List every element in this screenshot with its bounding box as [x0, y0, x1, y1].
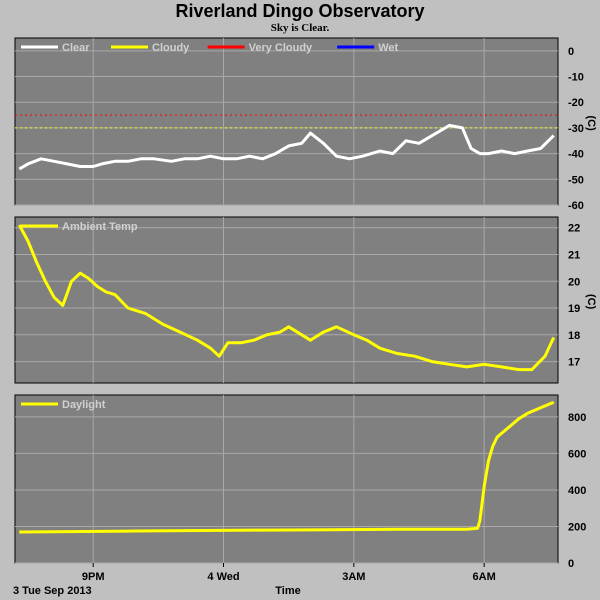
x-tick-label: 4 Wed — [207, 571, 239, 583]
y-tick-label: 0 — [568, 46, 574, 58]
legend-label: Clear — [62, 42, 90, 54]
y-tick-label: 17 — [568, 357, 580, 369]
y-tick-label: 22 — [568, 223, 580, 235]
panel-2: 22 21 20 19 18 17 (C) Ambient Temp — [14, 216, 597, 384]
plot-area — [14, 216, 559, 384]
y-tick-label: -50 — [568, 174, 584, 186]
panel-3: 800 600 400 200 0 Daylight — [14, 394, 586, 570]
y-tick-label: 600 — [568, 448, 586, 460]
x-tick-label: 3AM — [342, 571, 365, 583]
legend-label: Cloudy — [152, 42, 190, 54]
legend-label: Daylight — [62, 399, 106, 411]
y-tick-label: 200 — [568, 521, 586, 533]
y-tick-label: 800 — [568, 412, 586, 424]
y-axis-unit: (C) — [585, 116, 597, 132]
plot-area — [14, 394, 559, 564]
x-axis-date: 3 Tue Sep 2013 — [13, 585, 92, 597]
chart-title: Riverland Dingo Observatory — [175, 1, 425, 21]
chart-subtitle: Sky is Clear. — [270, 22, 330, 34]
y-tick-label: -20 — [568, 97, 584, 109]
legend-label: Wet — [378, 42, 398, 54]
y-axis-unit: (C) — [585, 294, 597, 310]
y-tick-label: 400 — [568, 485, 586, 497]
series-line — [19, 400, 555, 534]
plot-area — [14, 37, 559, 206]
series-line — [17, 224, 556, 372]
y-tick-label: 20 — [568, 276, 580, 288]
x-axis-label: Time — [275, 585, 300, 597]
series-line — [18, 123, 555, 171]
panel-1: 0 -10 -20 -30 -40 -50 -60 (C) Clear Cloudy Very Cl… — [14, 37, 597, 212]
x-tick-label: 6AM — [473, 571, 496, 583]
y-tick-label: 19 — [568, 303, 580, 315]
y-tick-label: -60 — [568, 200, 584, 212]
y-tick-label: 21 — [568, 249, 580, 261]
y-tick-label: -10 — [568, 72, 584, 84]
y-tick-label: -30 — [568, 123, 584, 135]
y-tick-label: -40 — [568, 149, 584, 161]
x-tick-label: 9PM — [82, 571, 105, 583]
legend-label: Ambient Temp — [62, 221, 138, 233]
y-tick-label: 0 — [568, 558, 574, 570]
y-tick-label: 18 — [568, 330, 580, 342]
legend-label: Very Cloudy — [249, 42, 313, 54]
